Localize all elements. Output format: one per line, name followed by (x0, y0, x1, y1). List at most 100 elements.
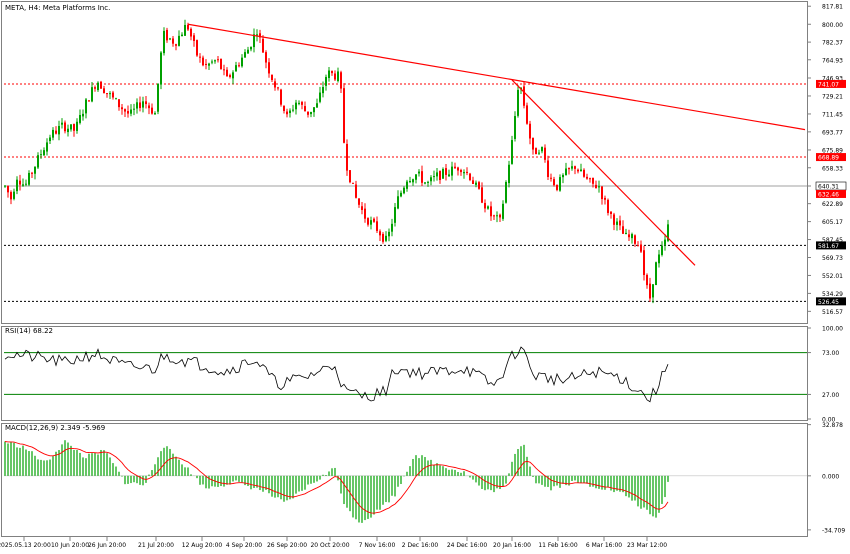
candle-body (631, 234, 633, 239)
candle-body (193, 35, 195, 41)
candle-body (154, 113, 156, 115)
candle-body (469, 173, 471, 181)
candle-body (622, 226, 624, 234)
candle-body (127, 111, 129, 114)
time-tick-label: 11 Feb 16:00 (538, 542, 578, 549)
candle-body (49, 137, 51, 142)
candle-body (340, 72, 342, 89)
rsi-chart-title: RSI(14) 68.22 (5, 327, 53, 335)
candle-body (655, 262, 657, 286)
candle-body (301, 102, 303, 105)
candle-body (415, 174, 417, 180)
candle-body (58, 125, 60, 135)
candle-body (130, 109, 132, 114)
candle-body (70, 124, 72, 130)
price-tag-label: 526.45 (818, 299, 839, 306)
time-tick-label: 7 Nov 16:00 (359, 542, 396, 549)
candle-body (619, 220, 621, 226)
candle-body (427, 181, 429, 183)
candle-body (652, 284, 654, 298)
time-tick-label: 2 Dec 16:00 (402, 542, 439, 549)
candle-body (478, 182, 480, 189)
candle-body (82, 113, 84, 117)
candle-body (439, 170, 441, 181)
candle-body (364, 208, 366, 219)
candle-body (628, 234, 630, 238)
candle-body (184, 24, 186, 36)
candle-body (199, 56, 201, 58)
rsi-tick-label: 73.00 (822, 350, 839, 357)
candle-body (601, 186, 603, 200)
trendline-short (511, 79, 696, 266)
time-tick-label: 12 Aug 20:00 (182, 542, 223, 549)
candle-body (283, 105, 285, 111)
macd-chart-title: MACD(12,26,9) 2.349 -5.969 (5, 424, 105, 432)
candle-body (358, 198, 360, 205)
price-tick-label: 658.33 (822, 165, 843, 172)
candle-body (298, 102, 300, 104)
candle-body (637, 245, 639, 247)
candle-body (304, 106, 306, 112)
price-tick-label: 516.57 (822, 309, 843, 316)
candle-body (55, 130, 57, 134)
price-tag-box (816, 297, 846, 306)
candle-body (448, 174, 450, 177)
candle-body (418, 171, 420, 174)
candle-body (436, 172, 438, 177)
candle-body (265, 52, 267, 63)
candle-body (319, 92, 321, 102)
candle-body (367, 218, 369, 225)
rsi-tick-label: 0.00 (822, 417, 836, 424)
candle-body (484, 202, 486, 209)
candle-body (43, 150, 45, 156)
candle-body (97, 82, 99, 91)
time-tick-label: 21 Jul 20:00 (138, 542, 174, 549)
candle-body (76, 121, 78, 131)
candle-body (394, 207, 396, 223)
candle-body (529, 123, 531, 139)
price-tag-box (816, 79, 846, 88)
trendline-long (187, 23, 806, 131)
candle-body (547, 160, 549, 177)
candle-body (46, 142, 48, 152)
price-tick-label: 817.81 (822, 4, 843, 11)
candle-body (181, 34, 183, 37)
candle-body (532, 137, 534, 150)
candle-body (337, 71, 339, 82)
candle-body (112, 92, 114, 98)
candle-body (667, 224, 669, 241)
rsi-panel-frame (1, 326, 808, 421)
candle-body (661, 245, 663, 255)
candle-body (349, 170, 351, 183)
candle-body (499, 214, 501, 218)
candle-body (373, 218, 375, 222)
candle-body (103, 88, 105, 94)
candle-body (37, 155, 39, 168)
candle-body (346, 143, 348, 171)
candle-body (541, 147, 543, 152)
candle-body (400, 192, 402, 197)
candle-body (295, 102, 297, 110)
macd-tick-label: 0.000 (822, 473, 839, 480)
candle-body (67, 128, 69, 133)
candle-body (151, 107, 153, 114)
candle-body (118, 99, 120, 108)
candle-body (190, 28, 192, 37)
candle-body (634, 235, 636, 244)
rsi-line (4, 346, 669, 403)
candle-body (559, 177, 561, 191)
price-tick-label: 587.45 (822, 237, 843, 244)
price-tick-label: 711.45 (822, 111, 843, 118)
candle-body (538, 152, 540, 154)
candle-body (376, 221, 378, 231)
price-tag-box (816, 153, 846, 162)
candle-body (412, 179, 414, 183)
candle-body (229, 75, 231, 77)
candle-body (592, 177, 594, 184)
candle-body (514, 116, 516, 139)
candle-body (424, 182, 426, 184)
price-tick-label: 552.01 (822, 273, 843, 280)
macd-signal-line (4, 441, 669, 514)
candle-body (94, 87, 96, 89)
price-tick-label: 693.77 (822, 129, 843, 136)
